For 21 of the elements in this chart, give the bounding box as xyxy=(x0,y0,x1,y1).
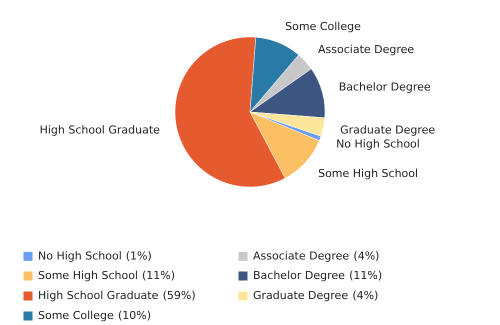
legend-label: Some High School xyxy=(38,269,138,282)
slice-label: Some High School xyxy=(318,166,418,180)
slice-label: High School Graduate xyxy=(40,124,160,137)
data-label: (10%) xyxy=(118,309,152,322)
legend-label: Some College xyxy=(38,309,114,322)
slice-label: Associate Degree xyxy=(318,43,414,56)
data-label: (4%) xyxy=(352,289,378,302)
legend-label: Bachelor Degree xyxy=(253,269,346,282)
data-label: (59%) xyxy=(162,289,196,302)
slice-label: Some College xyxy=(285,20,362,33)
slice-label: No High School xyxy=(336,137,420,150)
data-label: (4%) xyxy=(353,249,380,262)
legend-label: High School Graduate xyxy=(38,289,159,302)
legend-label: No High School xyxy=(38,249,122,262)
data-label: (11%) xyxy=(349,269,382,282)
legend-label: Associate Degree xyxy=(253,249,350,262)
slice-label: Bachelor Degree xyxy=(338,80,431,94)
data-label: (11%) xyxy=(142,269,176,282)
data-label: (1%) xyxy=(126,249,152,262)
legend-label: Graduate Degree xyxy=(253,289,348,302)
slice-label: Graduate Degree xyxy=(340,124,436,137)
